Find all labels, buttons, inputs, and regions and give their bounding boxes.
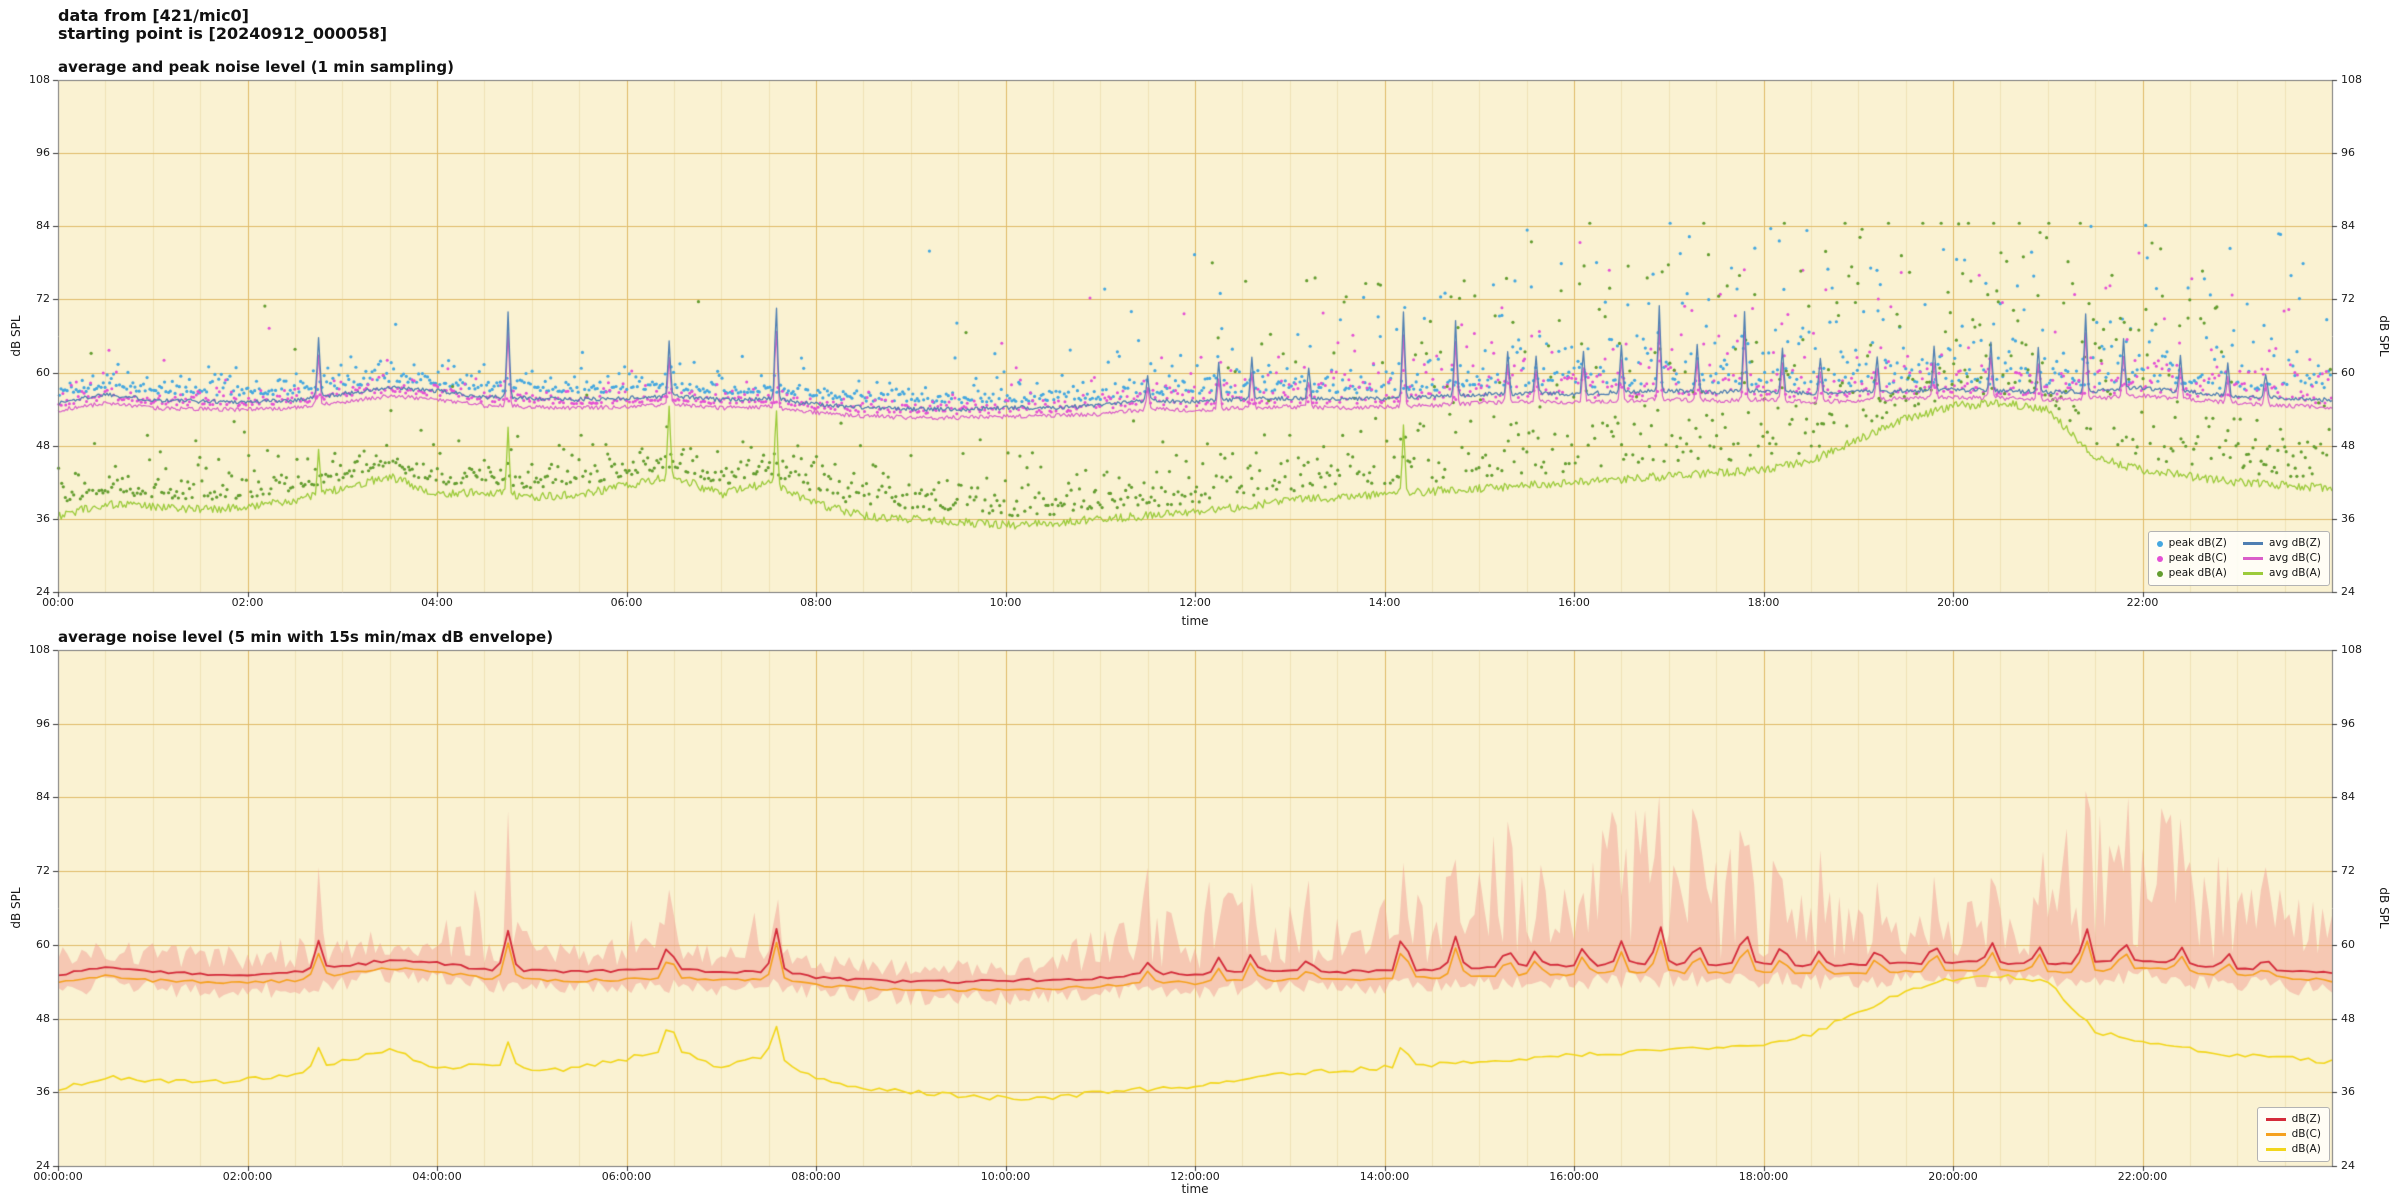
legend-line-marker-icon bbox=[2265, 1118, 2286, 1121]
y-tick-label-right: 24 bbox=[2341, 585, 2355, 598]
y-tick-label-left: 96 bbox=[36, 716, 50, 730]
y-tick-label-right: 96 bbox=[2341, 146, 2355, 160]
x-tick-label: 22:00 bbox=[2126, 596, 2159, 609]
y-tick-label-right: 24 bbox=[2341, 1159, 2355, 1172]
chart2-xlabel: time bbox=[1181, 1182, 1209, 1196]
legend-item: peak dB(Z) bbox=[2156, 536, 2227, 551]
chart1-legend: peak dB(Z) peak dB(C) peak dB(A) avg dB(Z) a… bbox=[2147, 531, 2330, 586]
legend-dot-marker-icon bbox=[2156, 540, 2163, 547]
legend-item: dB(C) bbox=[2265, 1127, 2321, 1142]
y-tick-label-left: 24 bbox=[36, 585, 50, 598]
y-tick-label-left: 48 bbox=[36, 1011, 50, 1025]
chart2-legend: dB(Z) dB(C) dB(A) bbox=[2256, 1107, 2330, 1162]
y-tick-label-left: 84 bbox=[36, 790, 50, 804]
x-tick-label: 10:00 bbox=[989, 596, 1022, 609]
legend-dot-marker-icon bbox=[2156, 570, 2163, 577]
x-tick-label: 08:00:00 bbox=[791, 1170, 841, 1183]
y-tick-label-left: 72 bbox=[36, 864, 50, 878]
y-tick-label-right: 84 bbox=[2341, 790, 2355, 804]
chart1-ylabel-left: dB SPL bbox=[9, 315, 23, 357]
y-tick-label-left: 36 bbox=[36, 1085, 50, 1099]
legend-label: avg dB(C) bbox=[2268, 552, 2321, 564]
chart1-xlabel: time bbox=[1181, 614, 1209, 628]
x-tick-label: 14:00:00 bbox=[1359, 1170, 1410, 1183]
y-tick-label-left: 24 bbox=[36, 1159, 50, 1172]
y-tick-label-left: 48 bbox=[36, 438, 50, 452]
y-tick-label-left: 60 bbox=[36, 937, 50, 951]
y-tick-label-right: 84 bbox=[2341, 219, 2355, 233]
x-tick-label: 22:00:00 bbox=[2117, 1170, 2168, 1183]
legend-item: dB(Z) bbox=[2265, 1112, 2321, 1127]
x-tick-label: 08:00 bbox=[800, 596, 832, 609]
x-tick-label: 20:00 bbox=[1937, 596, 1969, 609]
x-tick-label: 02:00:00 bbox=[222, 1170, 273, 1183]
x-tick-label: 10:00:00 bbox=[980, 1170, 1031, 1183]
y-tick-label-right: 60 bbox=[2341, 365, 2355, 379]
header-start-point: starting point is [20240912_000058] bbox=[58, 24, 388, 43]
legend-line-marker-icon bbox=[2242, 572, 2263, 575]
legend-line-marker-icon bbox=[2242, 557, 2263, 560]
x-tick-label: 16:00 bbox=[1558, 596, 1590, 609]
y-tick-label-right: 36 bbox=[2341, 1085, 2355, 1099]
y-tick-label-right: 72 bbox=[2341, 292, 2355, 306]
legend-label: dB(C) bbox=[2291, 1128, 2321, 1140]
legend-label: dB(Z) bbox=[2291, 1113, 2321, 1125]
x-tick-label: 14:00 bbox=[1368, 596, 1401, 609]
legend-item: dB(A) bbox=[2265, 1142, 2321, 1157]
y-tick-label-left: 84 bbox=[36, 219, 50, 233]
legend-line-marker-icon bbox=[2265, 1148, 2286, 1151]
x-tick-label: 18:00 bbox=[1747, 596, 1780, 609]
y-tick-label-right: 48 bbox=[2341, 1011, 2355, 1025]
y-tick-label-right: 36 bbox=[2341, 511, 2355, 525]
y-tick-label-left: 108 bbox=[29, 73, 50, 86]
legend-line-marker-icon bbox=[2265, 1133, 2286, 1136]
legend-item: peak dB(C) bbox=[2156, 551, 2227, 566]
chart2-ylabel-right: dB SPL bbox=[2377, 887, 2391, 929]
legend-item: avg dB(Z) bbox=[2242, 536, 2321, 551]
y-tick-label-left: 108 bbox=[29, 643, 50, 656]
legend-item: peak dB(A) bbox=[2156, 566, 2227, 581]
y-tick-label-left: 72 bbox=[36, 292, 50, 306]
x-tick-label: 04:00 bbox=[421, 596, 453, 609]
y-tick-label-right: 72 bbox=[2341, 864, 2355, 878]
legend-line-marker-icon bbox=[2242, 542, 2263, 545]
x-tick-label: 12:00:00 bbox=[1170, 1170, 1220, 1183]
header-data-source: data from [421/mic0] bbox=[58, 6, 249, 25]
legend-label: avg dB(Z) bbox=[2268, 537, 2321, 549]
legend-label: dB(A) bbox=[2291, 1143, 2321, 1155]
y-tick-label-right: 60 bbox=[2341, 937, 2355, 951]
y-tick-label-right: 108 bbox=[2341, 73, 2362, 86]
x-tick-label: 18:00:00 bbox=[1738, 1170, 1789, 1183]
chart2-ylabel-left: dB SPL bbox=[9, 887, 23, 929]
y-tick-label-left: 96 bbox=[36, 146, 50, 160]
x-tick-label: 00:00 bbox=[42, 596, 74, 609]
x-tick-label: 00:00:00 bbox=[33, 1170, 83, 1183]
chart2-title: average noise level (5 min with 15s min/… bbox=[58, 628, 554, 646]
legend-label: avg dB(A) bbox=[2268, 567, 2321, 579]
x-tick-label: 04:00:00 bbox=[412, 1170, 462, 1183]
legend-label: peak dB(C) bbox=[2168, 552, 2227, 564]
x-tick-label: 12:00 bbox=[1179, 596, 1211, 609]
y-tick-label-right: 48 bbox=[2341, 438, 2355, 452]
y-tick-label-left: 60 bbox=[36, 365, 50, 379]
y-tick-label-left: 36 bbox=[36, 511, 50, 525]
chart1-ylabel-right: dB SPL bbox=[2377, 315, 2391, 357]
x-tick-label: 06:00:00 bbox=[601, 1170, 652, 1183]
x-tick-label: 16:00:00 bbox=[1549, 1170, 1599, 1183]
chart1-title: average and peak noise level (1 min samp… bbox=[58, 58, 454, 76]
legend-label: peak dB(A) bbox=[2168, 567, 2227, 579]
legend-label: peak dB(Z) bbox=[2168, 537, 2227, 549]
legend-item: avg dB(A) bbox=[2242, 566, 2321, 581]
legend-dot-marker-icon bbox=[2156, 555, 2163, 562]
legend-item: avg dB(C) bbox=[2242, 551, 2321, 566]
x-tick-label: 06:00 bbox=[610, 596, 643, 609]
y-tick-label-right: 108 bbox=[2341, 643, 2362, 656]
x-tick-label: 02:00 bbox=[231, 596, 264, 609]
y-tick-label-right: 96 bbox=[2341, 716, 2355, 730]
x-tick-label: 20:00:00 bbox=[1928, 1170, 1978, 1183]
